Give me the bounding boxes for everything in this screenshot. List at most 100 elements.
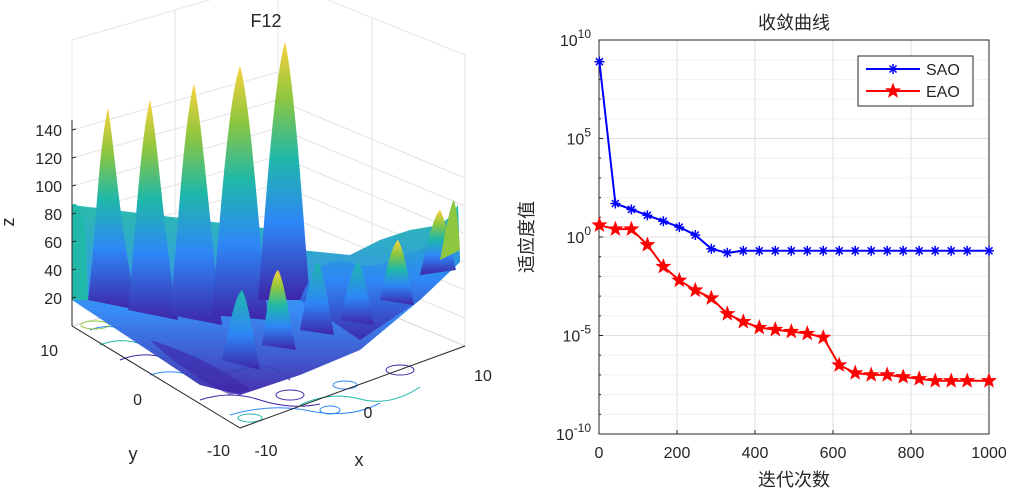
eao-data-point xyxy=(767,321,784,337)
convergence-chart: 0 200 400 600 800 1000 1010 105 100 10-5 10-10 收敛… xyxy=(517,13,1007,491)
surface-plot-panel: 20 40 60 80 100 120 140 z 10 0 -10 y -10… xyxy=(0,0,492,470)
sao-data-point xyxy=(706,243,717,254)
z-tick-label: 40 xyxy=(44,263,62,280)
surface-wall-right xyxy=(300,205,460,340)
surface-front-peak-2 xyxy=(262,270,296,350)
z-tick-label: 20 xyxy=(44,291,62,308)
eao-data-point xyxy=(943,372,960,388)
sao-data-point xyxy=(738,245,749,256)
surface-edge-left xyxy=(72,204,88,300)
y-tick-label: 0 xyxy=(133,392,142,409)
legend: SAO EAO xyxy=(857,55,974,107)
z-tick-labels: 20 40 60 80 100 120 140 xyxy=(35,123,62,308)
eao-data-point xyxy=(687,281,704,298)
legend-eao-label: EAO xyxy=(926,84,960,101)
surface-title: F12 xyxy=(250,11,281,31)
eao-data-point xyxy=(799,325,816,341)
x-tick-label: 600 xyxy=(820,445,847,462)
eao-data-point xyxy=(671,271,688,288)
sao-data-point xyxy=(722,247,733,258)
sao-data-point xyxy=(984,245,994,256)
eao-data-point xyxy=(847,364,864,380)
z-tick-label: 80 xyxy=(44,207,62,224)
chart-title: 收敛曲线 xyxy=(758,13,830,34)
legend-box xyxy=(857,55,974,107)
surface-trough xyxy=(150,340,250,395)
eao-data-point xyxy=(959,372,976,388)
surface-ridge-5 xyxy=(258,42,310,300)
x-tick-label: 200 xyxy=(664,445,691,462)
eao-data-point xyxy=(607,220,624,237)
x-tick-label: 0 xyxy=(595,445,604,462)
sao-data-point xyxy=(610,198,621,209)
sao-data-point xyxy=(674,222,685,233)
z-tick-label: 100 xyxy=(35,179,62,196)
sao-data-point xyxy=(962,245,973,256)
eao-data-point xyxy=(863,366,880,382)
sao-data-point xyxy=(946,245,957,256)
surface-front-peak-3 xyxy=(300,262,334,335)
eao-data-point xyxy=(655,258,672,274)
y-axis-line xyxy=(71,325,241,429)
surface-ridge-4 xyxy=(212,66,268,320)
eao-data-point xyxy=(783,323,800,339)
surface-front-peak-6 xyxy=(420,210,456,275)
x-tick-label: 800 xyxy=(898,445,925,462)
sao-data-point xyxy=(898,245,909,256)
sao-data-point xyxy=(690,230,701,241)
sao-data-point xyxy=(754,245,765,256)
surface-front-peak-7 xyxy=(440,200,460,260)
x-axis-line xyxy=(239,345,466,429)
sao-data-point xyxy=(914,245,925,256)
sao-data-point xyxy=(658,216,669,227)
eao-data-point xyxy=(815,329,832,345)
surface-front-peak-5 xyxy=(380,240,414,305)
y-tick-label: 10 xyxy=(40,343,58,360)
legend-eao-marker xyxy=(884,82,902,98)
y-tick-label: 105 xyxy=(567,126,592,149)
legend-sao-marker xyxy=(888,64,898,74)
x-tick-labels: -10 0 10 xyxy=(254,368,492,460)
legend-sao-label: SAO xyxy=(926,62,960,79)
z-tick-label: 140 xyxy=(35,123,62,140)
y-ticks: 1010 105 100 10-5 10-10 xyxy=(556,27,603,444)
y-axis-title: 适应度值 xyxy=(517,201,538,273)
sao-data-point xyxy=(770,245,781,256)
x-tick-label: 400 xyxy=(742,445,769,462)
sao-data-point xyxy=(786,245,797,256)
x-axis-label: x xyxy=(355,450,364,470)
z-axis-label: z xyxy=(0,218,18,227)
sao-data-point xyxy=(594,56,605,67)
x-tick-label: 10 xyxy=(474,368,492,385)
surface xyxy=(72,42,460,395)
x-tick-label: 0 xyxy=(364,405,373,422)
series-layer xyxy=(591,56,998,388)
sao-data-point xyxy=(866,245,877,256)
surface-ridge-1 xyxy=(88,108,138,310)
z-tick-label: 120 xyxy=(35,151,62,168)
y-tick-label: 10-10 xyxy=(556,421,591,444)
sao-data-point xyxy=(626,204,637,215)
z-tick-marks xyxy=(71,128,77,299)
sao-data-point xyxy=(818,245,829,256)
y-axis-label: y xyxy=(129,444,138,464)
y-tick-label: -10 xyxy=(207,443,230,460)
sao-data-point xyxy=(850,245,861,256)
sao-data-point xyxy=(802,245,813,256)
eao-data-point xyxy=(719,305,736,321)
x-ticks: 0 200 400 600 800 1000 xyxy=(595,430,1007,462)
surface-front-peak-4 xyxy=(340,262,374,325)
eao-data-point xyxy=(751,319,768,335)
eao-data-point xyxy=(831,356,848,372)
eao-data-point xyxy=(895,368,912,384)
eao-data-point xyxy=(703,289,720,305)
sao-data-point xyxy=(834,245,845,256)
eao-data-point xyxy=(639,236,656,252)
z-tick-label: 60 xyxy=(44,235,62,252)
eao-data-point xyxy=(591,216,608,232)
x-tick-label: -10 xyxy=(254,443,277,460)
legend-eao-marker-glyph xyxy=(884,82,902,98)
sao-data-point xyxy=(882,245,893,256)
surface-ridge-2 xyxy=(128,100,178,320)
